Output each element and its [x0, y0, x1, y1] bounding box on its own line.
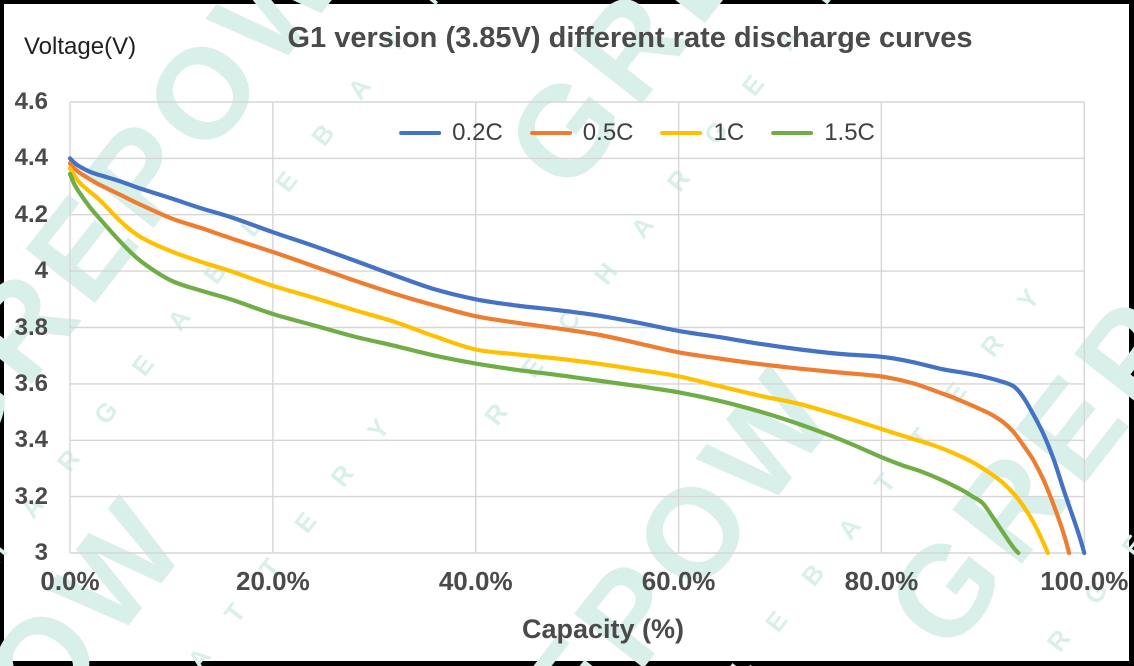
legend-line-sample-1C	[660, 131, 703, 135]
legend: 0.2C 0.5C 1C 1.5C	[399, 120, 875, 146]
legend-label-0.2C: 0.2C	[452, 119, 503, 146]
legend-label-0.5C: 0.5C	[582, 119, 634, 146]
curve-1.5C	[67, 171, 1021, 556]
y-axis-title: Voltage(V)	[24, 33, 137, 60]
frame-border-top	[0, 0, 1134, 4]
y-tick-label-4.6: 4.6	[14, 88, 48, 115]
legend-line-sample-0.5C	[529, 131, 572, 135]
x-tick-label-40.0%: 40.0%	[438, 566, 513, 596]
legend-item-1.5C: 1.5C	[771, 120, 875, 146]
frame-border-bottom	[0, 661, 1134, 666]
y-tick-label-3.4: 3.4	[14, 426, 48, 454]
y-tick-label-3.8: 3.8	[14, 313, 48, 341]
y-tick-label-4.4: 4.4	[14, 144, 48, 172]
y-tick-label-3.6: 3.6	[14, 369, 48, 397]
legend-line-sample-1.5C	[771, 131, 814, 135]
legend-item-0.5C: 0.5C	[529, 119, 634, 146]
y-tick-label-4.2: 4.2	[14, 200, 48, 228]
chart-title: G1 version (3.85V) different rate discha…	[287, 22, 973, 54]
x-tick-label-0.0%: 0.0%	[40, 566, 100, 596]
frame-border-left	[0, 0, 4, 666]
legend-label-1.5C: 1.5C	[824, 119, 875, 146]
x-tick-label-80.0%: 80.0%	[844, 566, 919, 596]
x-tick-label-100.0%: 100.0%	[1040, 566, 1129, 596]
legend-label-1C: 1C	[713, 119, 745, 146]
legend-item-0.2C: 0.2C	[399, 120, 503, 146]
legend-line-sample-0.2C	[399, 131, 442, 135]
x-tick-label-60.0%: 60.0%	[641, 566, 716, 596]
y-tick-label-3.2: 3.2	[14, 482, 48, 510]
legend-item-1C: 1C	[660, 119, 745, 146]
x-tick-label-20.0%: 20.0%	[235, 566, 310, 596]
y-tick-label-3: 3	[34, 539, 48, 566]
y-tick-label-4: 4	[34, 257, 48, 285]
curve-0.2C	[67, 156, 1087, 556]
x-axis-title: Capacity (%)	[521, 614, 685, 644]
curve-0.5C	[67, 161, 1072, 556]
frame-border-right	[1129, 0, 1134, 666]
curve-1C	[67, 166, 1050, 556]
